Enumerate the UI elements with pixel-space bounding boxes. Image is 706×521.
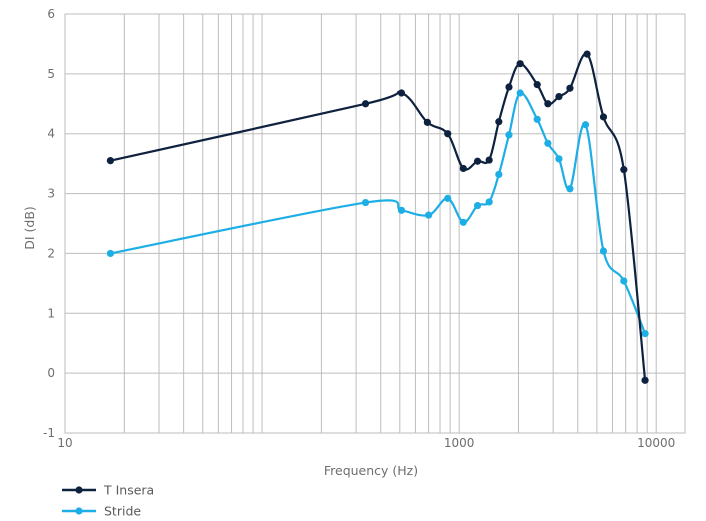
data-point-stride [459,218,467,226]
data-point-stride [620,277,628,285]
legend-label-stride: Stride [104,504,141,519]
data-point-stride [555,155,563,163]
y-tick-label: 1 [47,306,55,320]
data-point-stride [516,89,524,97]
axes: -1 0 1 2 3 4 5 6 10 1000 10000 [43,7,675,450]
data-point-t-insera [533,81,541,89]
y-axis-label: DI (dB) [22,206,37,250]
x-tick-label: 1000 [444,436,475,450]
x-axis-label: Frequency (Hz) [324,463,418,478]
data-point-t-insera [495,118,503,126]
data-point-t-insera [516,60,524,68]
data-point-stride [444,194,452,202]
y-tick-label: 5 [47,67,55,81]
data-point-stride [485,198,493,206]
data-point-t-insera [473,157,482,165]
data-point-t-insera [544,100,552,108]
data-point-t-insera [444,130,452,138]
data-point-t-insera [583,50,591,58]
series-line-t-insera [109,52,647,382]
data-point-stride [106,249,115,258]
plot-series [106,50,649,384]
data-point-t-insera [566,84,574,92]
x-tick-label: 10000 [637,436,675,450]
data-point-stride [641,330,649,338]
data-point-t-insera [397,89,406,97]
y-tick-label: 6 [47,7,55,21]
legend: T Insera Stride [62,483,154,519]
data-point-t-insera [641,376,649,384]
data-point-t-insera [106,157,115,165]
data-point-t-insera [599,113,608,121]
y-tick-label: 0 [47,366,55,380]
grid [64,13,686,434]
data-point-stride [425,211,433,219]
series-line-stride [109,91,647,335]
y-tick-label: -1 [43,426,55,440]
data-point-stride [599,247,608,255]
data-point-stride [533,115,541,123]
legend-label-t-insera: T Insera [103,483,154,498]
data-point-t-insera [485,156,493,164]
data-point-t-insera [361,100,370,108]
y-tick-label: 2 [47,246,55,260]
data-point-stride [581,121,590,129]
data-point-stride [361,198,370,207]
legend-marker-t-insera [75,486,83,494]
x-tick-label: 10 [57,436,72,450]
y-tick-label: 3 [47,187,55,201]
data-point-t-insera [423,118,431,126]
data-point-stride [544,139,552,147]
data-point-t-insera [505,83,513,91]
data-point-t-insera [555,93,563,101]
data-point-stride [473,201,482,210]
legend-marker-stride [75,507,83,515]
plot-frame [64,13,686,434]
data-point-stride [397,206,406,214]
data-point-t-insera [459,164,467,173]
data-point-t-insera [620,166,628,174]
data-point-stride [495,170,503,179]
y-tick-label: 4 [47,127,55,141]
data-point-stride [505,131,513,139]
data-point-stride [566,185,574,193]
